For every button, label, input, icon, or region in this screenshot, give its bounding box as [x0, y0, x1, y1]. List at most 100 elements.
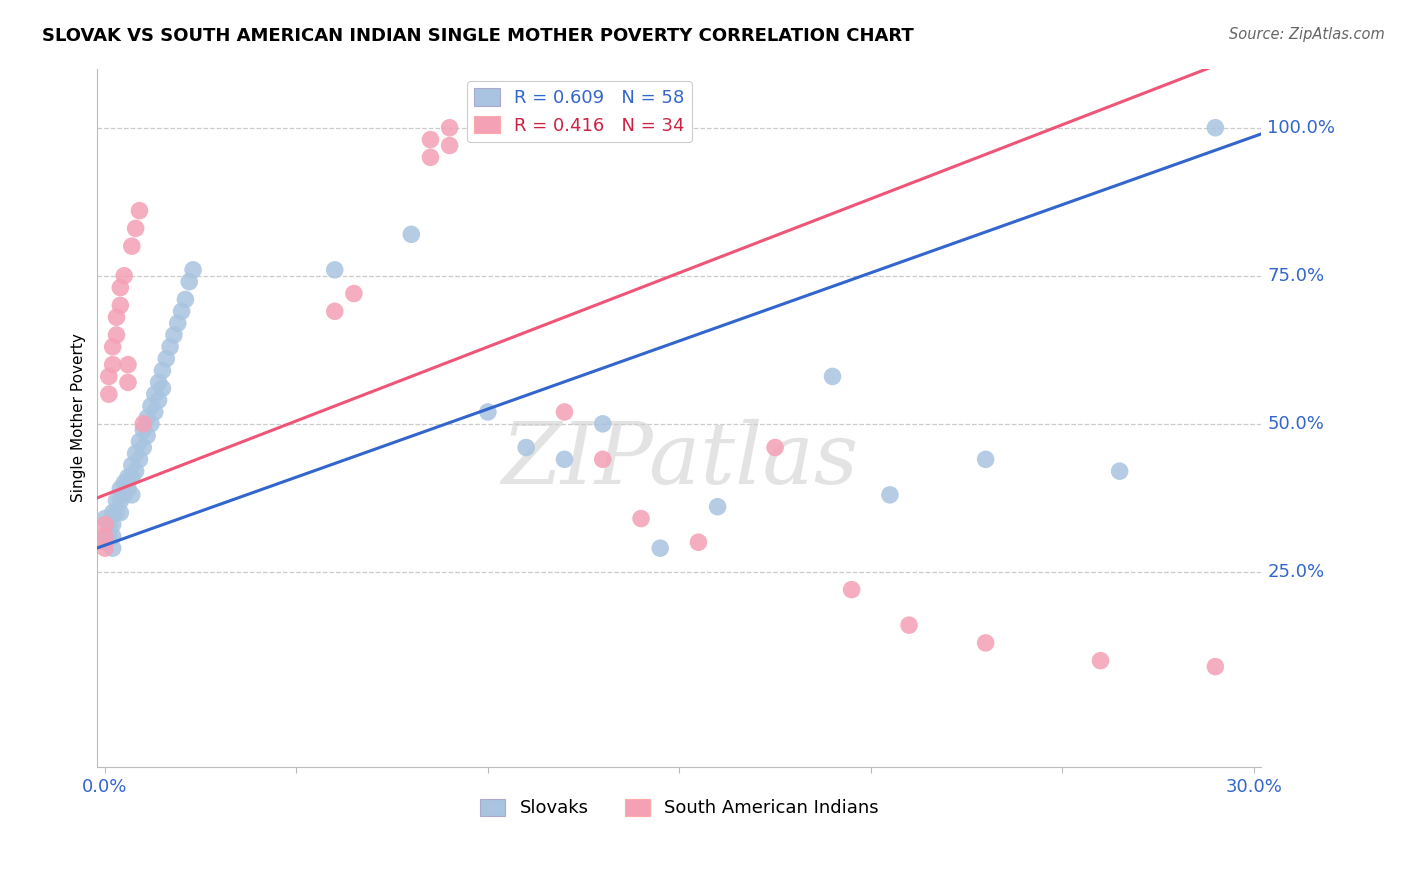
Point — [592, 417, 614, 431]
Point — [110, 493, 132, 508]
Point — [94, 529, 117, 543]
Point — [650, 541, 672, 556]
Text: SLOVAK VS SOUTH AMERICAN INDIAN SINGLE MOTHER POVERTY CORRELATION CHART: SLOVAK VS SOUTH AMERICAN INDIAN SINGLE M… — [42, 27, 914, 45]
Point — [105, 328, 128, 343]
Point — [553, 452, 575, 467]
Point — [101, 541, 124, 556]
Point — [105, 310, 128, 325]
Point — [124, 221, 146, 235]
Point — [97, 529, 120, 543]
Text: 100.0%: 100.0% — [1267, 119, 1336, 136]
Point — [94, 535, 117, 549]
Point — [419, 132, 441, 146]
Point — [112, 476, 135, 491]
Point — [630, 511, 652, 525]
Text: 25.0%: 25.0% — [1267, 563, 1324, 581]
Y-axis label: Single Mother Poverty: Single Mother Poverty — [72, 334, 86, 502]
Point — [143, 387, 166, 401]
Point — [821, 369, 844, 384]
Point — [121, 470, 143, 484]
Point — [121, 488, 143, 502]
Point — [128, 203, 150, 218]
Point — [148, 393, 170, 408]
Point — [439, 138, 461, 153]
Point — [94, 541, 117, 556]
Point — [974, 452, 997, 467]
Point — [143, 405, 166, 419]
Point — [101, 529, 124, 543]
Point — [1204, 659, 1226, 673]
Point — [136, 428, 159, 442]
Point — [110, 298, 132, 312]
Point — [117, 376, 139, 390]
Point — [148, 376, 170, 390]
Point — [139, 399, 162, 413]
Point — [1204, 120, 1226, 135]
Point — [121, 458, 143, 473]
Text: 50.0%: 50.0% — [1267, 415, 1324, 433]
Point — [101, 517, 124, 532]
Point — [974, 636, 997, 650]
Point — [515, 441, 537, 455]
Point — [179, 275, 201, 289]
Point — [105, 506, 128, 520]
Point — [112, 488, 135, 502]
Point — [128, 434, 150, 449]
Point — [439, 120, 461, 135]
Point — [132, 423, 155, 437]
Point — [94, 529, 117, 543]
Point — [152, 381, 174, 395]
Point — [128, 452, 150, 467]
Point — [110, 280, 132, 294]
Point — [132, 441, 155, 455]
Point — [97, 369, 120, 384]
Point — [706, 500, 728, 514]
Point — [181, 263, 204, 277]
Point — [124, 446, 146, 460]
Point — [101, 506, 124, 520]
Point — [401, 227, 423, 242]
Point — [477, 405, 499, 419]
Point — [97, 387, 120, 401]
Point — [343, 286, 366, 301]
Point — [139, 417, 162, 431]
Point — [124, 464, 146, 478]
Point — [112, 268, 135, 283]
Point — [688, 535, 710, 549]
Point — [136, 410, 159, 425]
Point — [763, 441, 786, 455]
Point — [170, 304, 193, 318]
Point — [841, 582, 863, 597]
Point — [105, 493, 128, 508]
Text: ZIPatlas: ZIPatlas — [501, 418, 858, 501]
Point — [174, 293, 197, 307]
Point — [110, 506, 132, 520]
Point — [592, 452, 614, 467]
Point — [1108, 464, 1130, 478]
Point — [101, 358, 124, 372]
Text: Source: ZipAtlas.com: Source: ZipAtlas.com — [1229, 27, 1385, 42]
Point — [101, 340, 124, 354]
Point — [117, 358, 139, 372]
Point — [159, 340, 181, 354]
Point — [166, 316, 188, 330]
Point — [1090, 654, 1112, 668]
Point — [97, 517, 120, 532]
Point — [94, 511, 117, 525]
Point — [553, 405, 575, 419]
Point — [117, 482, 139, 496]
Point — [117, 470, 139, 484]
Point — [323, 304, 346, 318]
Point — [163, 328, 186, 343]
Point — [152, 363, 174, 377]
Point — [155, 351, 177, 366]
Point — [121, 239, 143, 253]
Point — [94, 517, 117, 532]
Point — [879, 488, 901, 502]
Point — [110, 482, 132, 496]
Text: 75.0%: 75.0% — [1267, 267, 1324, 285]
Point — [898, 618, 921, 632]
Legend: Slovaks, South American Indians: Slovaks, South American Indians — [472, 791, 886, 824]
Point — [323, 263, 346, 277]
Point — [419, 150, 441, 164]
